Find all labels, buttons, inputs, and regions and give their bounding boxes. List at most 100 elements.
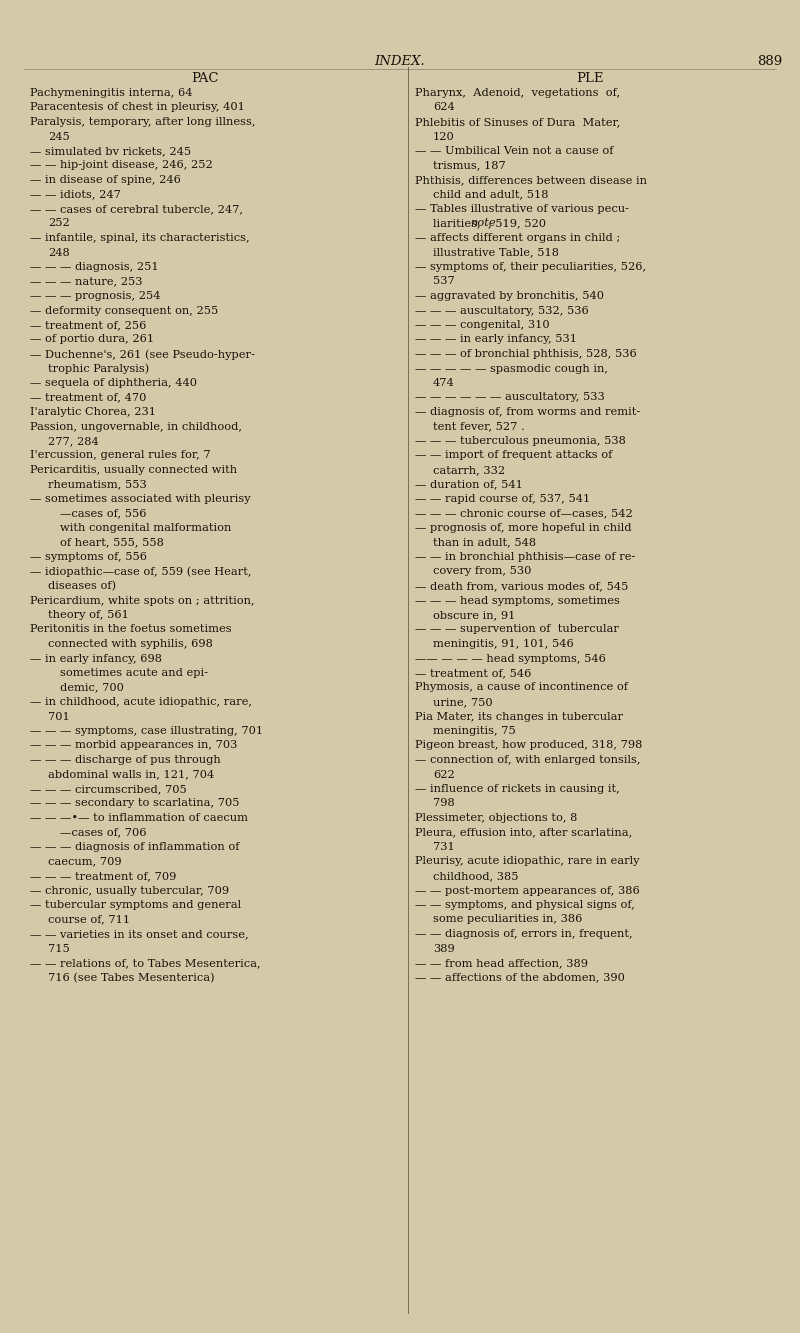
Text: — — import of frequent attacks of: — — import of frequent attacks of	[415, 451, 612, 460]
Text: 245: 245	[48, 132, 70, 141]
Text: — deformity consequent on, 255: — deformity consequent on, 255	[30, 305, 218, 316]
Text: — — — of bronchial phthisis, 528, 536: — — — of bronchial phthisis, 528, 536	[415, 349, 637, 359]
Text: — — — nature, 253: — — — nature, 253	[30, 276, 142, 287]
Text: — treatment of, 470: — treatment of, 470	[30, 392, 146, 403]
Text: — — hip-joint disease, 246, 252: — — hip-joint disease, 246, 252	[30, 160, 213, 171]
Text: —— — — — head symptoms, 546: —— — — — head symptoms, 546	[415, 653, 606, 664]
Text: — infantile, spinal, its characteristics,: — infantile, spinal, its characteristics…	[30, 233, 250, 243]
Text: — — cases of cerebral tubercle, 247,: — — cases of cerebral tubercle, 247,	[30, 204, 243, 215]
Text: theory of, 561: theory of, 561	[48, 611, 129, 620]
Text: — — rapid course of, 537, 541: — — rapid course of, 537, 541	[415, 495, 590, 504]
Text: 622: 622	[433, 769, 454, 780]
Text: 716 (see Tabes Mesenterica): 716 (see Tabes Mesenterica)	[48, 973, 214, 982]
Text: Paralysis, temporary, after long illness,: Paralysis, temporary, after long illness…	[30, 117, 255, 127]
Text: —cases of, 556: —cases of, 556	[60, 508, 146, 519]
Text: — — Umbilical Vein not a cause of: — — Umbilical Vein not a cause of	[415, 147, 614, 156]
Text: — treatment of, 546: — treatment of, 546	[415, 668, 531, 678]
Text: — — in bronchial phthisis—case of re-: — — in bronchial phthisis—case of re-	[415, 552, 635, 563]
Text: — diagnosis of, from worms and remit-: — diagnosis of, from worms and remit-	[415, 407, 640, 417]
Text: Passion, ungovernable, in childhood,: Passion, ungovernable, in childhood,	[30, 421, 242, 432]
Text: — connection of, with enlarged tonsils,: — connection of, with enlarged tonsils,	[415, 754, 641, 765]
Text: — — — treatment of, 709: — — — treatment of, 709	[30, 870, 176, 881]
Text: liarities,: liarities,	[433, 219, 484, 228]
Text: — — — tuberculous pneumonia, 538: — — — tuberculous pneumonia, 538	[415, 436, 626, 447]
Text: — — — prognosis, 254: — — — prognosis, 254	[30, 291, 161, 301]
Text: connected with syphilis, 698: connected with syphilis, 698	[48, 639, 213, 649]
Text: — death from, various modes of, 545: — death from, various modes of, 545	[415, 581, 628, 591]
Text: note: note	[470, 219, 495, 228]
Text: — in childhood, acute idiopathic, rare,: — in childhood, acute idiopathic, rare,	[30, 697, 252, 706]
Text: I'aralytic Chorea, 231: I'aralytic Chorea, 231	[30, 407, 156, 417]
Text: Pia Mater, its changes in tubercular: Pia Mater, its changes in tubercular	[415, 712, 623, 721]
Text: Pleura, effusion into, after scarlatina,: Pleura, effusion into, after scarlatina,	[415, 828, 632, 837]
Text: illustrative Table, 518: illustrative Table, 518	[433, 248, 559, 257]
Text: 701: 701	[48, 712, 70, 721]
Text: — Duchenne's, 261 (see Pseudo-hyper-: — Duchenne's, 261 (see Pseudo-hyper-	[30, 349, 255, 360]
Text: — — affections of the abdomen, 390: — — affections of the abdomen, 390	[415, 973, 625, 982]
Text: 120: 120	[433, 132, 454, 141]
Text: , 519, 520: , 519, 520	[488, 219, 546, 228]
Text: 389: 389	[433, 944, 454, 953]
Text: — — — supervention of  tubercular: — — — supervention of tubercular	[415, 624, 619, 635]
Text: — symptoms of, their peculiarities, 526,: — symptoms of, their peculiarities, 526,	[415, 263, 646, 272]
Text: of heart, 555, 558: of heart, 555, 558	[60, 537, 164, 548]
Text: — chronic, usually tubercular, 709: — chronic, usually tubercular, 709	[30, 885, 229, 896]
Text: — — — symptoms, case illustrating, 701: — — — symptoms, case illustrating, 701	[30, 726, 263, 736]
Text: — — — secondary to scarlatina, 705: — — — secondary to scarlatina, 705	[30, 798, 239, 809]
Text: trophic Paralysis): trophic Paralysis)	[48, 364, 150, 375]
Text: INDEX.: INDEX.	[374, 55, 426, 68]
Text: rheumatism, 553: rheumatism, 553	[48, 480, 146, 489]
Text: — — — chronic course of—cases, 542: — — — chronic course of—cases, 542	[415, 508, 633, 519]
Text: Phymosis, a cause of incontinence of: Phymosis, a cause of incontinence of	[415, 682, 628, 693]
Text: meningitis, 91, 101, 546: meningitis, 91, 101, 546	[433, 639, 574, 649]
Text: tent fever, 527 .: tent fever, 527 .	[433, 421, 525, 432]
Text: Pleurisy, acute idiopathic, rare in early: Pleurisy, acute idiopathic, rare in earl…	[415, 857, 639, 866]
Text: — — — congenital, 310: — — — congenital, 310	[415, 320, 550, 331]
Text: — affects different organs in child ;: — affects different organs in child ;	[415, 233, 620, 243]
Text: — — — morbid appearances in, 703: — — — morbid appearances in, 703	[30, 741, 238, 750]
Text: Paracentesis of chest in pleurisy, 401: Paracentesis of chest in pleurisy, 401	[30, 103, 245, 112]
Text: — — — — — — auscultatory, 533: — — — — — — auscultatory, 533	[415, 392, 605, 403]
Text: — — — diagnosis of inflammation of: — — — diagnosis of inflammation of	[30, 842, 239, 852]
Text: obscure in, 91: obscure in, 91	[433, 611, 515, 620]
Text: — of portio dura, 261: — of portio dura, 261	[30, 335, 154, 344]
Text: caecum, 709: caecum, 709	[48, 857, 122, 866]
Text: 889: 889	[757, 55, 782, 68]
Text: — symptoms of, 556: — symptoms of, 556	[30, 552, 147, 563]
Text: — — — in early infancy, 531: — — — in early infancy, 531	[415, 335, 577, 344]
Text: — aggravated by bronchitis, 540: — aggravated by bronchitis, 540	[415, 291, 604, 301]
Text: sometimes acute and epi-: sometimes acute and epi-	[60, 668, 208, 678]
Text: covery from, 530: covery from, 530	[433, 567, 531, 576]
Text: — treatment of, 256: — treatment of, 256	[30, 320, 146, 331]
Text: PLE: PLE	[576, 72, 604, 85]
Text: 277, 284: 277, 284	[48, 436, 98, 447]
Text: — — relations of, to Tabes Mesenterica,: — — relations of, to Tabes Mesenterica,	[30, 958, 261, 968]
Text: catarrh, 332: catarrh, 332	[433, 465, 505, 475]
Text: 731: 731	[433, 842, 454, 852]
Text: diseases of): diseases of)	[48, 581, 116, 592]
Text: PAC: PAC	[191, 72, 218, 85]
Text: trismus, 187: trismus, 187	[433, 160, 506, 171]
Text: — — — circumscribed, 705: — — — circumscribed, 705	[30, 784, 186, 794]
Text: — in disease of spine, 246: — in disease of spine, 246	[30, 175, 181, 185]
Text: child and adult, 518: child and adult, 518	[433, 189, 549, 200]
Text: — influence of rickets in causing it,: — influence of rickets in causing it,	[415, 784, 620, 794]
Text: — — — — — spasmodic cough in,: — — — — — spasmodic cough in,	[415, 364, 608, 373]
Text: meningitis, 75: meningitis, 75	[433, 726, 516, 736]
Text: Pigeon breast, how produced, 318, 798: Pigeon breast, how produced, 318, 798	[415, 741, 642, 750]
Text: — — — discharge of pus through: — — — discharge of pus through	[30, 754, 221, 765]
Text: 715: 715	[48, 944, 70, 953]
Text: demic, 700: demic, 700	[60, 682, 124, 693]
Text: 624: 624	[433, 103, 454, 112]
Text: — duration of, 541: — duration of, 541	[415, 480, 523, 489]
Text: — sometimes associated with pleurisy: — sometimes associated with pleurisy	[30, 495, 250, 504]
Text: — — diagnosis of, errors in, frequent,: — — diagnosis of, errors in, frequent,	[415, 929, 633, 938]
Text: — prognosis of, more hopeful in child: — prognosis of, more hopeful in child	[415, 523, 631, 533]
Text: —cases of, 706: —cases of, 706	[60, 828, 146, 837]
Text: — — — diagnosis, 251: — — — diagnosis, 251	[30, 263, 158, 272]
Text: than in adult, 548: than in adult, 548	[433, 537, 536, 548]
Text: course of, 711: course of, 711	[48, 914, 130, 925]
Text: Pachymeningitis interna, 64: Pachymeningitis interna, 64	[30, 88, 193, 99]
Text: — idiopathic—case of, 559 (see Heart,: — idiopathic—case of, 559 (see Heart,	[30, 567, 251, 577]
Text: — — symptoms, and physical signs of,: — — symptoms, and physical signs of,	[415, 900, 635, 910]
